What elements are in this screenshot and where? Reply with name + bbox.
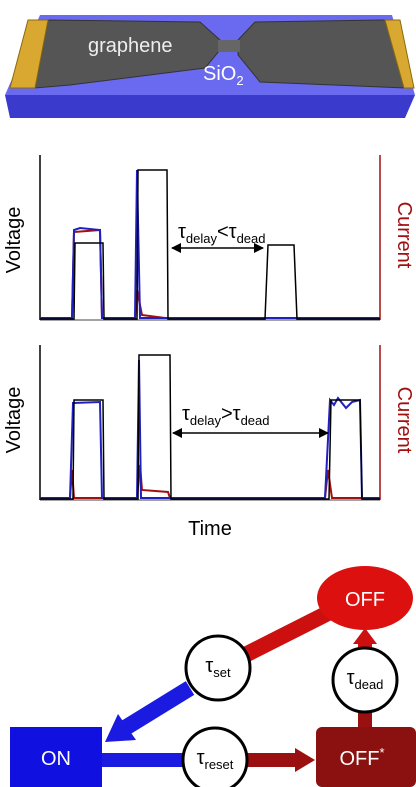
text-part: dead [354, 677, 383, 692]
state-label: ON [41, 748, 71, 770]
text-part: set [213, 665, 231, 680]
panel: Voltage Current τdelay<τdead [3, 155, 415, 321]
text-part: τ [182, 403, 190, 425]
transition-label: τdead [347, 667, 384, 692]
text-part: dead [237, 231, 266, 246]
text-part: < [217, 221, 229, 243]
state-label: OFF* [339, 745, 384, 770]
state-on [10, 727, 102, 787]
state-off [317, 566, 413, 630]
material-label: graphene [88, 35, 173, 57]
annotation: τdelay<τdead [178, 221, 266, 246]
text-part: τ [197, 747, 205, 769]
text-part: delay [186, 231, 218, 246]
text-part: τ [347, 667, 355, 689]
y-label: Voltage [3, 207, 25, 274]
text-part: τ [205, 655, 213, 677]
x-label: Time [188, 518, 232, 540]
text-part: τ [178, 221, 186, 243]
text-part: delay [190, 413, 222, 428]
text-part: τ [229, 221, 237, 243]
y-label: Voltage [3, 387, 25, 454]
annotation: τdelay>τdead [182, 403, 270, 428]
y2-label: Current [393, 387, 415, 454]
substrate-label: SiO2 [203, 63, 244, 88]
text-part: OFF [339, 748, 379, 770]
text-part: > [221, 403, 233, 425]
text-part: τ [233, 403, 241, 425]
text-part: dead [241, 413, 270, 428]
text-part: SiO [203, 63, 236, 85]
y2-label: Current [393, 202, 415, 269]
text-part: * [379, 745, 384, 760]
state-label: OFF [345, 589, 385, 611]
text-part: 2 [236, 73, 243, 88]
text-part: reset [205, 757, 234, 772]
transition-label: τreset [197, 747, 234, 772]
device: graphene SiO2 [5, 15, 415, 118]
state-diagram: OFF ON OFF* τset τdead τreset [10, 566, 416, 787]
state-off-star [316, 727, 416, 787]
transition-label: τset [205, 655, 231, 680]
panel: Voltage Current τdelay>τdead [3, 345, 415, 501]
